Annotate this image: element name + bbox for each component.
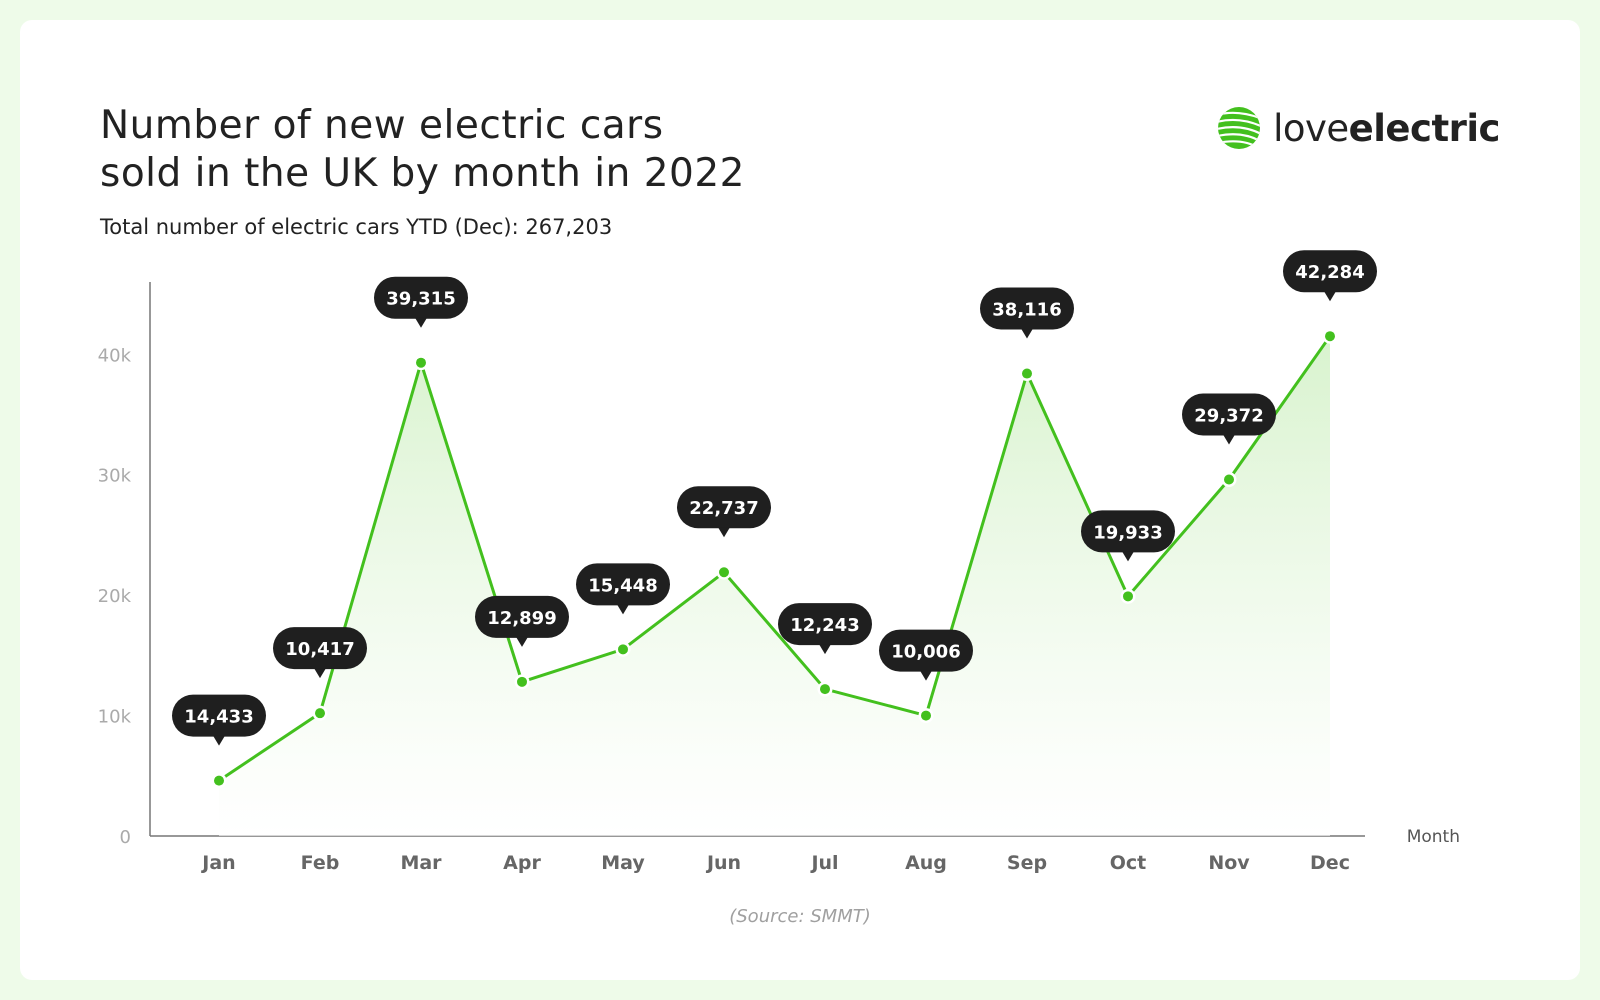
- source-note: (Source: SMMT): [729, 906, 871, 927]
- data-label-bubble: [374, 276, 468, 319]
- data-label-bubble: [172, 694, 266, 737]
- data-label-pointer: [1122, 551, 1134, 562]
- data-point-sep: [1022, 368, 1032, 379]
- data-label-pointer: [314, 668, 326, 679]
- data-label-bubble: [1182, 393, 1276, 436]
- data-label-bubble: [879, 629, 973, 672]
- data-label-text: 19,933: [1093, 522, 1162, 543]
- y-tick-40k: 40k: [98, 345, 132, 366]
- data-point-aug: [921, 710, 931, 721]
- x-tick-nov: Nov: [1208, 852, 1250, 874]
- data-label-dec: 42,284: [1283, 250, 1377, 302]
- x-tick-jan: Jan: [200, 852, 235, 874]
- data-label-bubble: [1081, 510, 1175, 553]
- data-label-bubble: [475, 595, 569, 638]
- data-point-jan: [214, 775, 224, 786]
- y-tick-10k: 10k: [98, 707, 132, 728]
- data-label-text: 10,417: [285, 639, 354, 660]
- chart-title-line1: Number of new electric cars: [100, 103, 664, 148]
- x-tick-aug: Aug: [905, 852, 947, 874]
- chart-title-line2: sold in the UK by month in 2022: [100, 151, 745, 196]
- logo-text: loveelectric: [1273, 107, 1500, 150]
- data-point-dec: [1325, 331, 1335, 342]
- data-label-text: 39,315: [386, 289, 455, 310]
- data-label-text: 12,899: [487, 608, 556, 629]
- data-label-bubble: [778, 603, 872, 646]
- x-tick-mar: Mar: [400, 852, 442, 874]
- data-label-feb: 10,417: [273, 627, 367, 679]
- sphere-icon: [1218, 107, 1261, 149]
- data-label-pointer: [1324, 291, 1336, 302]
- data-label-text: 29,372: [1194, 406, 1263, 427]
- data-label-pointer: [415, 317, 427, 328]
- x-tick-apr: Apr: [503, 852, 541, 874]
- line-chart: 14,433 10,417 39,315 12,899 15,448 22,737 12,2…: [98, 250, 1460, 874]
- data-point-jun: [719, 567, 729, 578]
- chart-title: Number of new electric cars sold in the …: [100, 102, 860, 198]
- logo-text-electric: electric: [1348, 106, 1501, 150]
- data-label-bubble: [980, 287, 1074, 330]
- data-label-sep: 38,116: [980, 287, 1074, 339]
- data-point-feb: [315, 708, 325, 719]
- x-tick-oct: Oct: [1110, 852, 1147, 874]
- data-label-pointer: [718, 527, 730, 538]
- chart-card: Number of new electric cars sold in the …: [20, 20, 1580, 980]
- data-label-text: 15,448: [588, 575, 657, 596]
- y-tick-20k: 20k: [98, 586, 132, 607]
- data-label-pointer: [819, 644, 831, 655]
- data-label-text: 38,116: [992, 300, 1061, 321]
- data-label-mar: 39,315: [374, 276, 468, 328]
- data-label-aug: 10,006: [879, 629, 973, 681]
- data-label-may: 15,448: [576, 563, 670, 615]
- x-axis-label: Month: [1407, 827, 1460, 847]
- chart-subtitle: Total number of electric cars YTD (Dec):…: [100, 215, 613, 239]
- data-label-jan: 14,433: [172, 694, 266, 746]
- data-label-oct: 19,933: [1081, 510, 1175, 562]
- x-tick-dec: Dec: [1310, 852, 1350, 874]
- data-label-pointer: [516, 636, 528, 647]
- data-label-text: 14,433: [184, 707, 253, 728]
- data-label-pointer: [920, 670, 932, 681]
- data-label-bubble: [1283, 250, 1377, 293]
- data-label-bubble: [576, 563, 670, 606]
- data-point-oct: [1123, 591, 1133, 602]
- y-tick-30k: 30k: [98, 466, 132, 487]
- data-point-may: [618, 644, 628, 655]
- data-point-jul: [820, 684, 830, 695]
- data-point-apr: [517, 676, 527, 687]
- x-tick-feb: Feb: [301, 852, 340, 874]
- series-line: [218, 335, 1332, 782]
- data-label-pointer: [1223, 434, 1235, 445]
- data-label-jul: 12,243: [778, 603, 872, 655]
- loveelectric-logo: loveelectric: [1217, 104, 1501, 152]
- data-label-pointer: [617, 604, 629, 615]
- data-point-nov: [1224, 474, 1234, 485]
- y-tick-0: 0: [120, 827, 131, 848]
- x-tick-sep: Sep: [1007, 852, 1047, 874]
- area-fill: [219, 336, 1330, 836]
- logo-text-love: love: [1273, 106, 1349, 150]
- data-label-nov: 29,372: [1182, 393, 1276, 445]
- x-tick-jul: Jul: [809, 852, 838, 874]
- data-label-jun: 22,737: [677, 486, 771, 538]
- data-label-text: 42,284: [1295, 262, 1364, 283]
- data-label-pointer: [1021, 328, 1033, 339]
- data-label-text: 12,243: [790, 615, 859, 636]
- data-label-apr: 12,899: [475, 595, 569, 647]
- data-label-bubble: [677, 486, 771, 529]
- data-label-text: 10,006: [891, 642, 960, 663]
- data-label-bubble: [273, 627, 367, 670]
- data-label-text: 22,737: [689, 498, 758, 519]
- x-tick-may: May: [601, 852, 645, 874]
- data-label-pointer: [213, 735, 225, 746]
- data-point-mar: [416, 357, 426, 368]
- x-tick-jun: Jun: [705, 852, 741, 874]
